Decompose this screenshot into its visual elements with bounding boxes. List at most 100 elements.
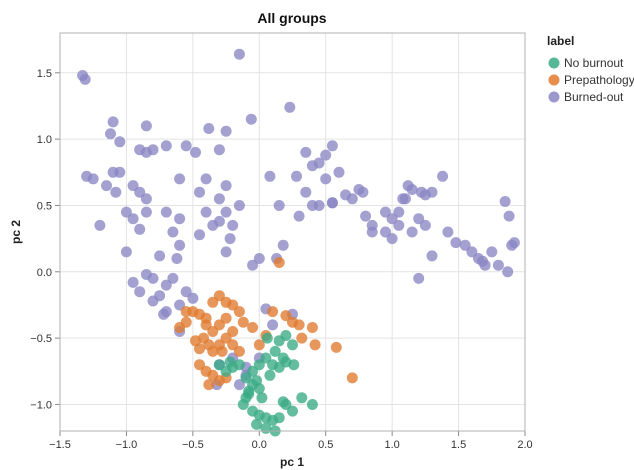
data-point bbox=[190, 335, 201, 347]
legend: label No burnout Prepathology Burned-out bbox=[547, 34, 634, 104]
y-tick-label: 0.5 bbox=[37, 200, 52, 212]
data-point bbox=[213, 144, 225, 156]
data-point bbox=[260, 352, 272, 364]
data-point bbox=[233, 200, 245, 211]
data-point bbox=[110, 186, 122, 198]
data-point bbox=[134, 186, 146, 198]
data-point bbox=[167, 226, 179, 238]
legend-label: Prepathology bbox=[564, 73, 634, 87]
data-point bbox=[220, 312, 232, 324]
x-tick-label: −1.0 bbox=[116, 439, 138, 451]
data-point bbox=[284, 101, 296, 113]
data-point bbox=[194, 186, 205, 198]
data-point bbox=[288, 359, 300, 371]
data-point bbox=[253, 383, 265, 394]
data-point bbox=[147, 144, 159, 156]
legend-label: No burnout bbox=[564, 56, 624, 70]
data-point bbox=[224, 233, 236, 245]
data-point bbox=[140, 193, 152, 205]
data-point bbox=[114, 166, 126, 178]
data-point bbox=[261, 332, 273, 344]
data-point bbox=[127, 213, 139, 225]
data-point bbox=[413, 272, 425, 284]
data-point bbox=[313, 157, 325, 169]
data-point bbox=[366, 219, 378, 231]
data-point bbox=[243, 388, 255, 400]
data-point bbox=[220, 180, 232, 192]
x-tick-label: −1.5 bbox=[49, 439, 71, 451]
data-point bbox=[114, 136, 126, 148]
data-point bbox=[245, 113, 257, 125]
data-point bbox=[269, 345, 281, 357]
data-point bbox=[160, 206, 172, 218]
data-point bbox=[320, 149, 332, 161]
data-point bbox=[134, 286, 146, 298]
data-point bbox=[200, 206, 212, 218]
data-point bbox=[380, 226, 391, 238]
data-point bbox=[306, 322, 318, 333]
data-point bbox=[287, 339, 298, 351]
data-point bbox=[233, 379, 245, 391]
data-point bbox=[94, 219, 106, 231]
data-point bbox=[296, 392, 308, 404]
data-point bbox=[171, 253, 183, 264]
axes: −1.5 −1.0 −0.5 0.0 0.5 1.0 1.5 2.0 −1.0 −0.5 0.0 0.… bbox=[30, 68, 532, 451]
data-point bbox=[134, 223, 146, 235]
data-point bbox=[393, 206, 405, 218]
y-tick-label: 0.0 bbox=[37, 267, 52, 279]
data-point bbox=[306, 399, 318, 410]
data-point bbox=[227, 339, 239, 351]
data-point bbox=[260, 422, 272, 434]
data-point bbox=[107, 116, 119, 128]
legend-title: label bbox=[547, 34, 574, 48]
data-point bbox=[174, 213, 186, 225]
data-point bbox=[293, 210, 305, 222]
data-point bbox=[213, 359, 225, 371]
data-point bbox=[187, 292, 199, 304]
data-point bbox=[203, 123, 215, 134]
grid bbox=[59, 33, 526, 431]
data-point bbox=[264, 369, 276, 381]
data-point bbox=[273, 412, 285, 424]
data-point bbox=[442, 226, 454, 238]
data-point bbox=[346, 193, 358, 205]
data-point bbox=[240, 372, 252, 384]
data-point bbox=[251, 418, 263, 430]
data-point bbox=[147, 295, 159, 307]
data-point bbox=[273, 257, 285, 268]
data-point bbox=[293, 319, 305, 331]
data-point bbox=[105, 128, 116, 140]
plot-frame bbox=[59, 32, 526, 432]
data-point bbox=[174, 173, 186, 185]
y-tick-label: −1.0 bbox=[30, 399, 52, 411]
data-point bbox=[224, 356, 236, 368]
data-point bbox=[267, 319, 279, 331]
data-point bbox=[227, 219, 239, 231]
data-point bbox=[200, 173, 212, 185]
data-point bbox=[253, 359, 265, 371]
data-point bbox=[87, 173, 99, 185]
data-point bbox=[277, 239, 289, 251]
data-point bbox=[280, 330, 292, 341]
data-point bbox=[267, 306, 279, 318]
data-point bbox=[220, 125, 232, 137]
data-point bbox=[357, 186, 369, 198]
data-point bbox=[167, 272, 179, 284]
data-point bbox=[499, 196, 511, 207]
data-point bbox=[486, 246, 498, 258]
data-point bbox=[227, 299, 239, 311]
data-point bbox=[479, 259, 491, 271]
legend-label: Burned-out bbox=[564, 90, 624, 104]
data-point bbox=[247, 259, 259, 271]
y-tick-label: 1.5 bbox=[37, 68, 52, 80]
data-point bbox=[406, 226, 418, 238]
data-point bbox=[101, 180, 112, 192]
y-tick-label: −0.5 bbox=[30, 333, 52, 345]
x-tick-label: 0.5 bbox=[318, 439, 333, 451]
data-point bbox=[300, 146, 312, 158]
data-point bbox=[264, 170, 276, 182]
data-point bbox=[326, 197, 338, 209]
data-point bbox=[300, 186, 312, 198]
data-point bbox=[154, 250, 166, 262]
data-point bbox=[120, 206, 132, 218]
